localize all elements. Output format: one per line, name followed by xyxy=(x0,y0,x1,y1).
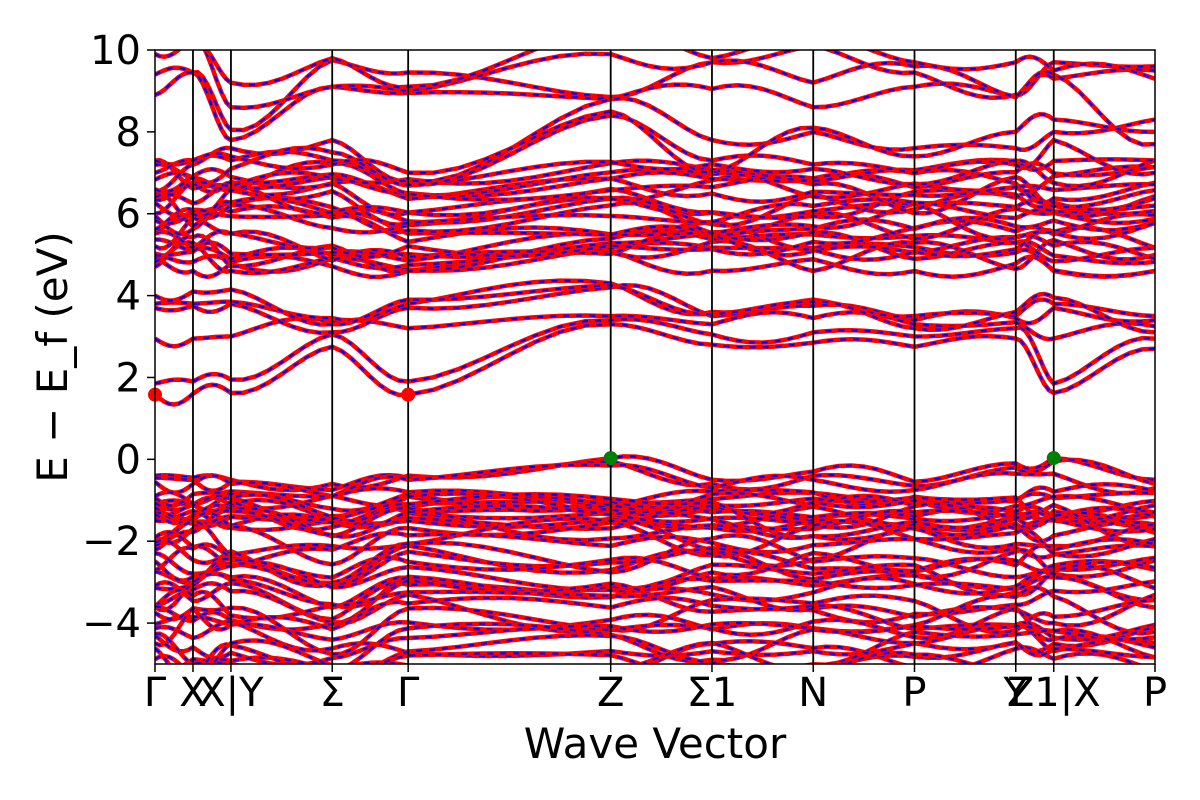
band-line-red-31 xyxy=(155,50,1155,147)
x-axis-label: Wave Vector xyxy=(524,719,787,768)
band-line-blue-6 xyxy=(155,247,1155,279)
cbm-marker-1 xyxy=(401,387,416,402)
band-line-blue-14 xyxy=(155,205,1155,244)
y-tick-label: 8 xyxy=(116,110,141,156)
band-line-blue-27 xyxy=(155,150,1155,187)
band-line-blue-32 xyxy=(155,114,1155,194)
y-axis-ticks: −4 −2 0 2 4 6 8 10 xyxy=(82,28,155,647)
band-line-blue-33 xyxy=(205,50,1155,89)
band-line-blue-71 xyxy=(183,628,1155,664)
y-tick-label: −2 xyxy=(82,519,141,565)
band-line-blue-52 xyxy=(155,517,1155,568)
y-tick-label: −4 xyxy=(82,601,141,647)
y-tick-label: 2 xyxy=(116,355,141,401)
x-tick-label-5: Z xyxy=(597,670,624,716)
y-tick-label: 6 xyxy=(116,192,141,238)
x-tick-label-11: P xyxy=(1143,670,1167,716)
plot-frame xyxy=(154,49,1156,665)
band-line-blue-7 xyxy=(155,241,1155,278)
band-line-red-8 xyxy=(155,237,1155,276)
band-line-blue-72 xyxy=(155,640,1140,664)
band-line-blue-34 xyxy=(155,110,1155,174)
x-tick-label-1: X xyxy=(179,670,206,716)
band-line-blue-58 xyxy=(155,556,1155,591)
band-line-blue-48 xyxy=(155,493,1155,541)
band-line-blue-50 xyxy=(155,504,1155,547)
x-tick-label-10: Z1|X xyxy=(1007,670,1101,716)
band-lines xyxy=(155,50,1155,664)
band-line-red-0 xyxy=(155,322,1155,407)
band-line-blue-44 xyxy=(155,515,1155,545)
band-line-red-3 xyxy=(155,282,1155,336)
band-line-blue-9 xyxy=(155,229,1155,274)
band-line-blue-0 xyxy=(155,323,1155,406)
band-line-blue-67 xyxy=(155,606,1155,656)
band-line-blue-17 xyxy=(155,196,1155,234)
band-line-blue-5 xyxy=(155,284,1155,334)
band-line-blue-61 xyxy=(155,575,1155,624)
band-line-blue-19 xyxy=(155,187,1155,226)
band-line-blue-36 xyxy=(155,458,1155,492)
band-line-blue-23 xyxy=(155,168,1155,205)
x-tick-label-6: Σ1 xyxy=(687,670,738,716)
x-tick-label-7: N xyxy=(798,670,828,716)
band-line-blue-3 xyxy=(155,284,1155,334)
band-line-blue-73 xyxy=(155,639,1155,664)
band-line-blue-4 xyxy=(155,279,1155,322)
band-line-blue-12 xyxy=(155,220,1155,262)
band-line-blue-66 xyxy=(155,596,1155,641)
band-line-blue-18 xyxy=(155,191,1155,228)
band-line-blue-37 xyxy=(155,463,1155,498)
band-line-blue-25 xyxy=(155,160,1155,201)
band-line-blue-47 xyxy=(155,492,1155,530)
band-line-blue-21 xyxy=(155,173,1155,215)
y-tick-label: 10 xyxy=(90,28,141,74)
x-axis-ticks: Γ XX|Y Σ Γ Z Σ1 N P YZ1|X P xyxy=(144,664,1167,716)
band-line-blue-65 xyxy=(155,586,1155,641)
band-extrema-markers xyxy=(148,387,1061,466)
band-line-red-15 xyxy=(155,206,1155,241)
x-tick-label-0: Γ xyxy=(144,670,167,716)
x-tick-label-9: Y xyxy=(1003,670,1029,716)
band-line-blue-30 xyxy=(155,97,1155,193)
y-tick-label: 4 xyxy=(116,274,141,320)
x-tick-label-3: Σ xyxy=(320,670,345,716)
vbm-marker-3 xyxy=(1046,451,1061,466)
y-axis-label: E − E_f (eV) xyxy=(28,231,77,482)
band-line-red-2 xyxy=(155,310,1155,349)
x-tick-label-8: P xyxy=(902,670,926,716)
band-line-blue-29 xyxy=(155,68,1155,142)
band-line-blue-56 xyxy=(155,546,1155,586)
band-line-blue-55 xyxy=(155,534,1155,584)
band-line-blue-20 xyxy=(155,181,1155,219)
band-line-blue-26 xyxy=(155,158,1155,190)
band-line-blue-51 xyxy=(155,511,1155,566)
y-tick-label: 0 xyxy=(116,437,141,483)
vbm-marker-2 xyxy=(603,451,618,466)
x-tick-label-4: Γ xyxy=(397,670,420,716)
band-line-blue-1 xyxy=(155,318,1155,385)
x-tick-label-2: X|Y xyxy=(198,670,264,716)
high-symmetry-lines xyxy=(192,50,1055,664)
